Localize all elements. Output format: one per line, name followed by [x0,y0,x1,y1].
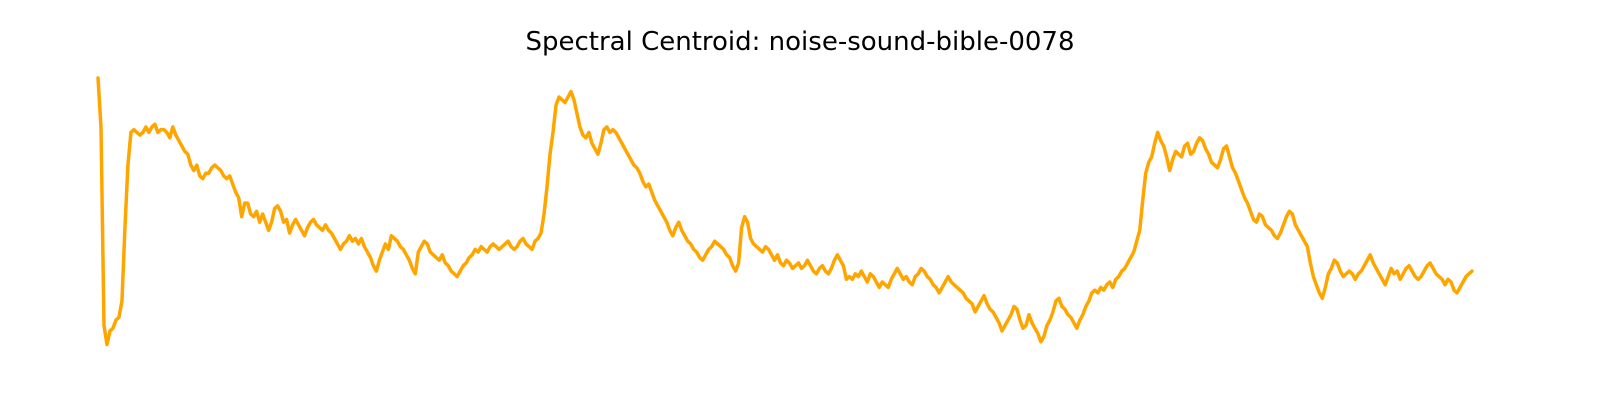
spectral-centroid-line [96,76,1474,347]
plot-area [96,76,1474,347]
chart-title: Spectral Centroid: noise-sound-bible-007… [525,27,1075,57]
